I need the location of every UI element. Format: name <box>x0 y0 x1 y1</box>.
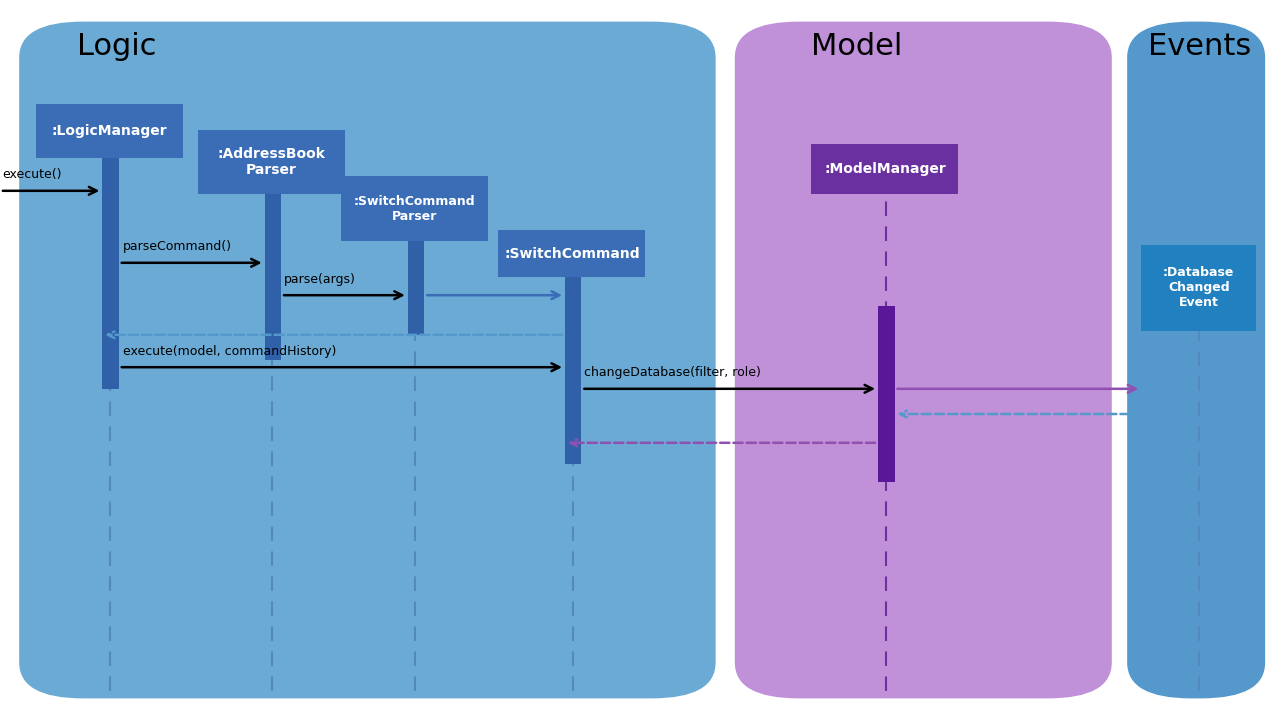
Text: :LogicManager: :LogicManager <box>51 125 168 138</box>
Text: Model: Model <box>812 32 902 61</box>
FancyBboxPatch shape <box>407 241 424 335</box>
FancyBboxPatch shape <box>735 22 1112 698</box>
FancyBboxPatch shape <box>198 130 346 194</box>
Text: :Database
Changed
Event: :Database Changed Event <box>1164 266 1234 310</box>
FancyBboxPatch shape <box>102 158 119 389</box>
Text: Events: Events <box>1148 32 1251 61</box>
FancyBboxPatch shape <box>878 306 895 482</box>
FancyBboxPatch shape <box>265 194 282 360</box>
FancyBboxPatch shape <box>1128 22 1265 698</box>
FancyBboxPatch shape <box>19 22 716 698</box>
FancyBboxPatch shape <box>564 274 581 464</box>
FancyBboxPatch shape <box>342 176 488 241</box>
Text: :SwitchCommand: :SwitchCommand <box>504 247 640 261</box>
Text: :AddressBook
Parser: :AddressBook Parser <box>218 147 325 177</box>
Text: changeDatabase(filter, role): changeDatabase(filter, role) <box>584 366 760 379</box>
Text: execute(): execute() <box>3 168 61 181</box>
Text: Logic: Logic <box>77 32 156 61</box>
FancyBboxPatch shape <box>1142 245 1256 331</box>
Text: :ModelManager: :ModelManager <box>824 162 946 176</box>
Text: parseCommand(): parseCommand() <box>123 240 232 253</box>
FancyBboxPatch shape <box>812 144 959 194</box>
FancyBboxPatch shape <box>498 230 645 277</box>
FancyBboxPatch shape <box>36 104 183 158</box>
Text: execute(model, commandHistory): execute(model, commandHistory) <box>123 345 337 358</box>
Text: :SwitchCommand
Parser: :SwitchCommand Parser <box>353 195 475 222</box>
Text: parse(args): parse(args) <box>284 273 356 286</box>
